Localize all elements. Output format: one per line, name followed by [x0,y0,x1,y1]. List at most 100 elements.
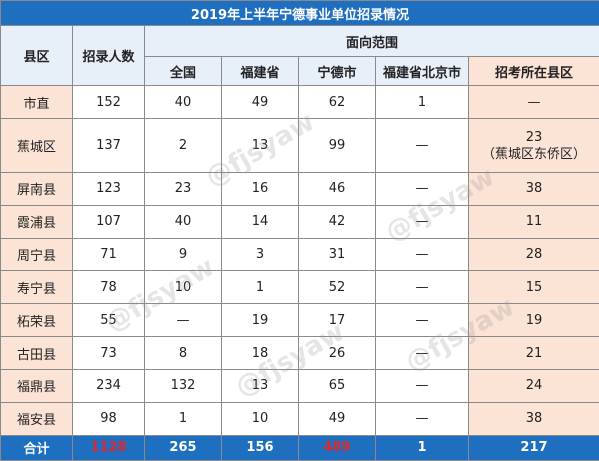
cell-ningde: 52 [298,270,376,305]
cell-region: 柘荣县 [0,303,73,338]
cell-national: 23 [144,171,222,206]
cell-fujian: 10 [221,401,299,436]
exam-county-value: 21 [525,345,543,361]
table-row: 福安县 98 1 10 49— 38 [0,401,599,436]
cell-ningde: 62 [298,85,376,120]
cell-fujian: 1 [221,270,299,305]
cell-fujian-beijing: — [375,237,469,272]
cell-exam-county: 21 [468,336,599,370]
cell-ningde: 17 [298,303,376,338]
cell-recruit: 152 [72,85,145,120]
cell-fujian-beijing: 1 [375,85,469,120]
cell-national: 2 [144,118,222,173]
cell-national: 40 [144,85,222,120]
cell-exam-county: — [468,85,599,120]
exam-county-value: 24 [525,378,543,394]
total-exam-county: 217 [468,434,599,461]
cell-exam-county: 11 [468,204,599,239]
cell-fujian-beijing: — [375,171,469,206]
cell-recruit: 98 [72,401,145,436]
cell-recruit: 234 [72,368,145,403]
exam-county-value: 38 [525,411,543,427]
cell-fujian-beijing: — [375,368,469,403]
cell-region: 寿宁县 [0,270,73,305]
cell-recruit: 73 [72,336,145,370]
cell-national: 132 [144,368,222,403]
total-ningde: 489 [298,434,376,461]
cell-fujian: 18 [221,336,299,370]
cell-exam-county: 15 [468,270,599,305]
exam-county-value: 28 [525,247,543,263]
cell-recruit: 137 [72,118,145,173]
exam-county-value: 19 [525,312,543,328]
table-title: 2019年上半年宁德事业单位招录情况 [0,0,599,27]
header-ningde: 宁德市 [298,55,376,87]
cell-national: — [144,303,222,338]
cell-exam-county: 23 （蕉城区东侨区） [468,118,599,173]
header-row-2: 全国 福建省 宁德市 福建省北京市 招考所在县区 [1,55,599,87]
cell-recruit: 55 [72,303,145,338]
exam-county-value: 11 [525,214,543,230]
total-fujian-beijing: 1 [375,434,469,461]
cell-region: 市直 [0,85,73,120]
cell-region: 屏南县 [0,171,73,206]
table-row: 古田县 73 8 18 26— 21 [0,336,599,370]
cell-exam-county: 38 [468,171,599,206]
cell-national: 9 [144,237,222,272]
cell-fujian-beijing: — [375,303,469,338]
header-exam-county: 招考所在县区 [468,55,599,87]
cell-recruit: 71 [72,237,145,272]
cell-fujian: 13 [221,118,299,173]
cell-region: 福安县 [0,401,73,436]
header-national: 全国 [144,55,222,87]
cell-recruit: 107 [72,204,145,239]
cell-national: 1 [144,401,222,436]
cell-fujian-beijing: — [375,118,469,173]
cell-fujian: 13 [221,368,299,403]
exam-county-value: 23 [525,129,543,145]
cell-fujian: 16 [221,171,299,206]
table-row: 福鼎县 234 132 13 65— 24 [0,368,599,403]
header-range-group: 面向范围 [144,25,599,57]
table-row: 市直 152 40 49 62 1 — [0,85,599,120]
cell-exam-county: 28 [468,237,599,272]
cell-ningde: 42 [298,204,376,239]
total-row: 合计 1128 265 156 489 1 217 [0,434,599,461]
title-row: 2019年上半年宁德事业单位招录情况 [0,0,599,27]
total-label: 合计 [0,434,73,461]
cell-exam-county: 19 [468,303,599,338]
cell-ningde: 99 [298,118,376,173]
cell-recruit: 78 [72,270,145,305]
cell-national: 40 [144,204,222,239]
table-row: 寿宁县 78 10 1 52— 15 [0,270,599,305]
header-fujian-beijing: 福建省北京市 [375,55,469,87]
cell-fujian-beijing: — [375,401,469,436]
exam-county-value: 38 [525,181,543,197]
table-row: 周宁县 71 9 3 31— 28 [0,237,599,272]
table-row: 屏南县 123 23 16 46— 38 [0,171,599,206]
cell-fujian: 14 [221,204,299,239]
cell-ningde: 49 [298,401,376,436]
exam-county-note: （蕉城区东侨区） [481,146,586,162]
cell-region: 蕉城区 [0,118,73,173]
exam-county-value: 15 [525,279,543,295]
cell-fujian-beijing: — [375,204,469,239]
table-row: 柘荣县 55—19 17—19 [0,303,599,338]
cell-fujian: 49 [221,85,299,120]
header-region: 县区 [0,25,73,87]
cell-ningde: 65 [298,368,376,403]
total-fujian: 156 [221,434,299,461]
cell-national: 8 [144,336,222,370]
cell-ningde: 46 [298,171,376,206]
cell-fujian: 19 [221,303,299,338]
table-row: 霞浦县 107 40 14 42— 11 [0,204,599,239]
table-row: 蕉城区 137 2 13 99—23 （蕉城区东侨区） [0,118,599,173]
cell-fujian-beijing: — [375,336,469,370]
cell-region: 古田县 [0,336,73,370]
header-row-1: 县区 招录人数 面向范围 [0,25,599,87]
cell-ningde: 26 [298,336,376,370]
cell-region: 霞浦县 [0,204,73,239]
cell-exam-county: 38 [468,401,599,436]
cell-national: 10 [144,270,222,305]
total-national: 265 [144,434,222,461]
